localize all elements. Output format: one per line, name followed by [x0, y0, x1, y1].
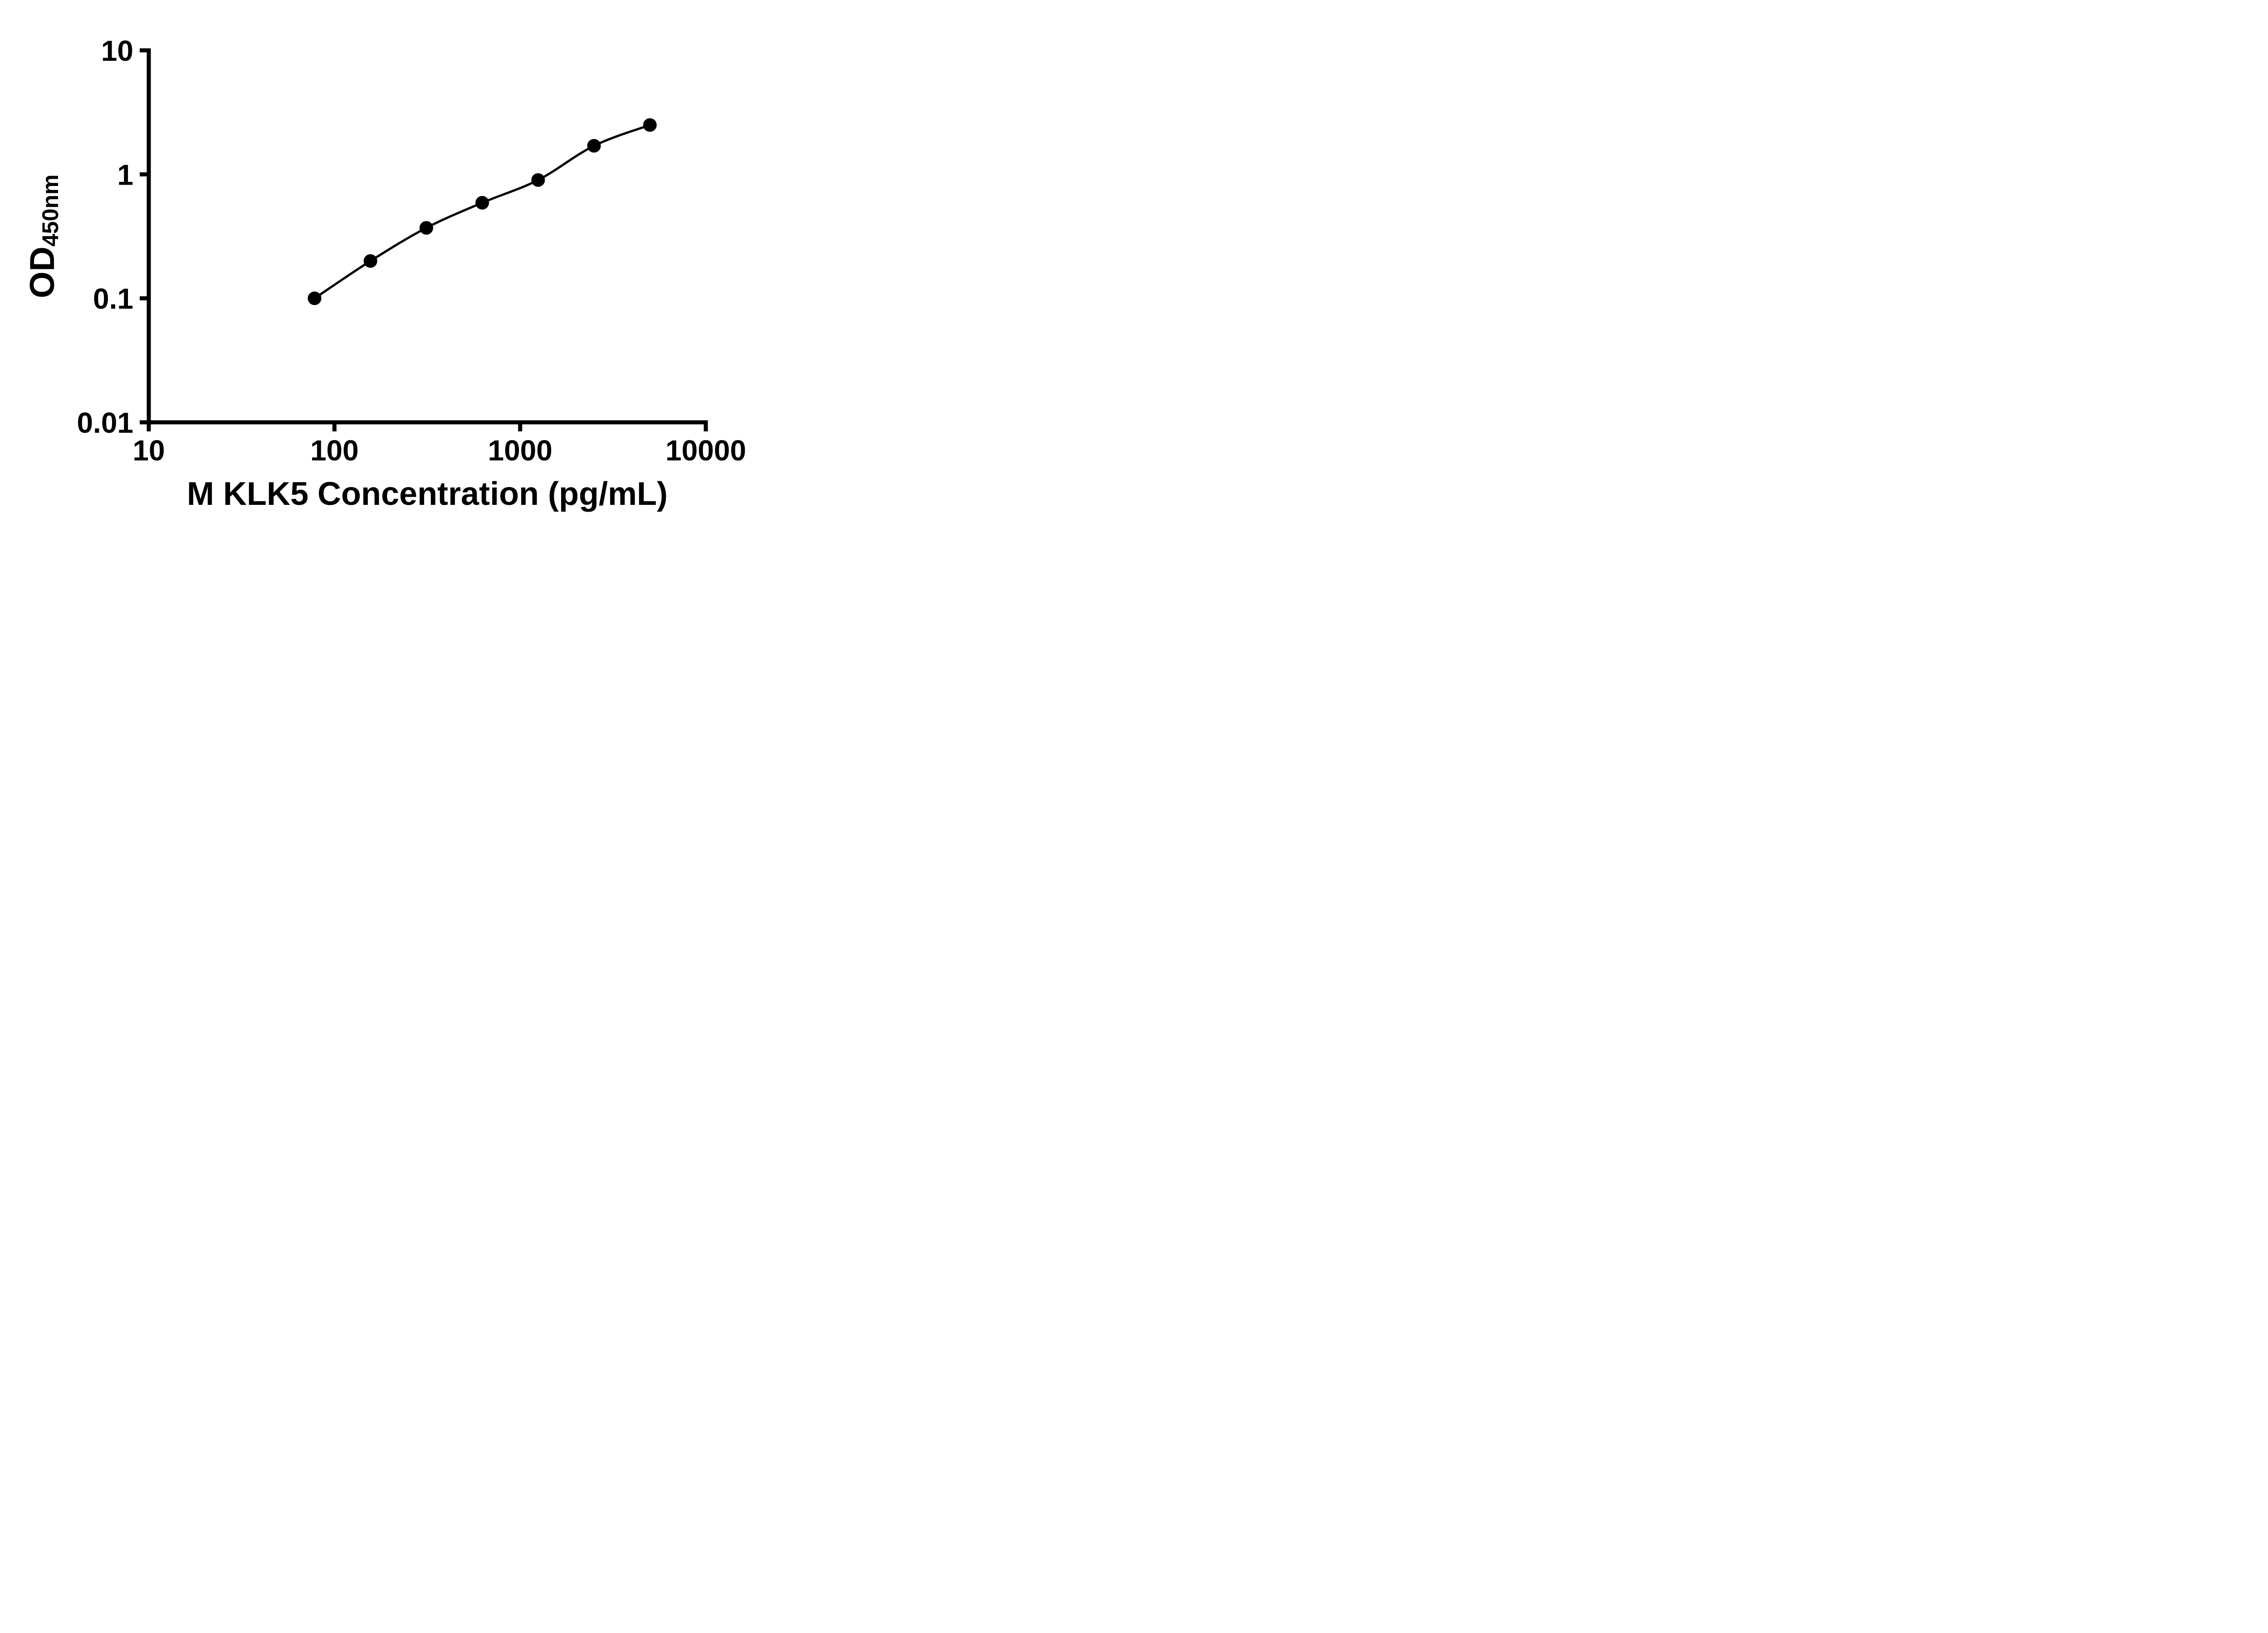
data-point-marker — [419, 221, 433, 235]
data-point-marker — [587, 139, 601, 153]
y-tick-label: 0.01 — [77, 406, 133, 439]
y-axis-title-main: OD — [23, 246, 62, 298]
x-tick-label: 1000 — [488, 434, 552, 467]
y-tick-label: 1 — [117, 158, 133, 191]
standard-curve-line — [314, 124, 650, 299]
y-tick-label: 0.1 — [93, 283, 133, 315]
chart-plot-area: 10 100 1000 10000 0.01 0.1 1 10 — [77, 34, 746, 467]
data-point-marker — [531, 173, 545, 187]
x-tick-label: 100 — [310, 434, 359, 467]
y-axis-title: OD450nm — [23, 175, 64, 298]
x-tick-label: 10 — [132, 434, 165, 467]
y-tick-label: 10 — [101, 34, 133, 67]
x-axis-title: M KLK5 Concentration (pg/mL) — [187, 476, 668, 512]
data-point-marker — [363, 254, 377, 268]
data-point-marker — [475, 196, 489, 210]
standard-curve-figure: 10 100 1000 10000 0.01 0.1 1 10 M KLK5 Concentr… — [0, 0, 777, 544]
data-point-marker — [308, 291, 322, 305]
y-axis-title-subscript: 450nm — [38, 174, 64, 247]
data-point-marker — [643, 118, 657, 132]
x-tick-label: 10000 — [665, 434, 746, 467]
